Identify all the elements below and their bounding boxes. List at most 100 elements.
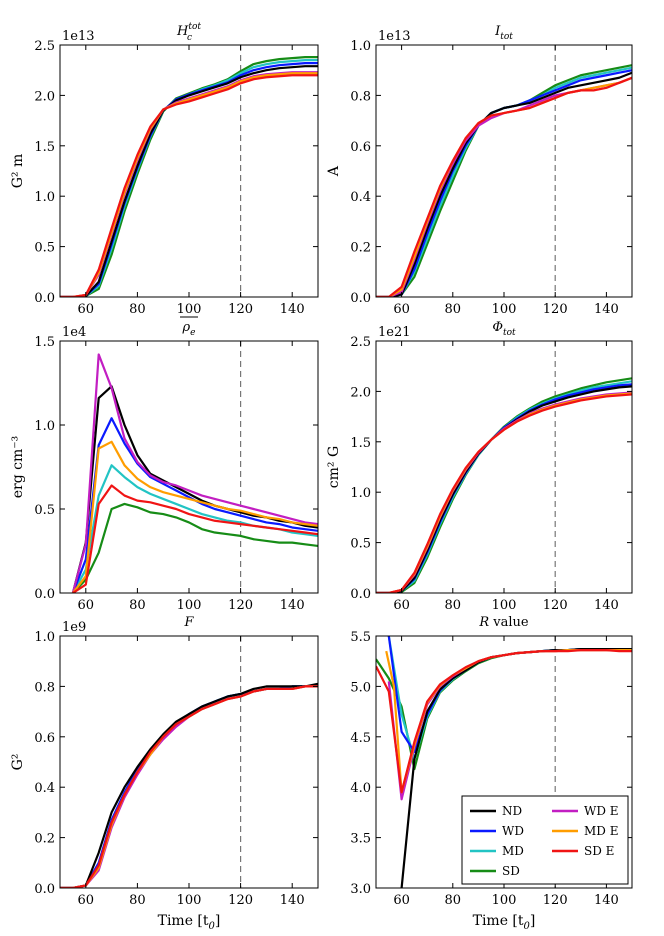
series-line-MD bbox=[376, 380, 632, 593]
series-line-SDE bbox=[60, 685, 318, 888]
series-line-WD bbox=[71, 417, 318, 593]
y-axis-label: cm² G bbox=[326, 446, 342, 488]
y-tick-label: 4.5 bbox=[350, 731, 371, 746]
y-tick-label: 0.0 bbox=[34, 291, 55, 306]
y-tick-label: 0.0 bbox=[34, 587, 55, 602]
x-axis-label-main: Time [t bbox=[473, 913, 524, 929]
legend-label-WDE: WD E bbox=[584, 804, 619, 818]
series-line-SDE bbox=[60, 74, 318, 297]
x-tick-label: 140 bbox=[280, 893, 305, 908]
y-tick-label: 5.0 bbox=[350, 680, 371, 695]
title-suffix: value bbox=[489, 615, 529, 630]
x-axis-label-end: ] bbox=[530, 913, 535, 929]
series-line-SDE bbox=[376, 649, 632, 794]
series-group bbox=[376, 64, 632, 297]
x-axis-label-sub: 0 bbox=[524, 921, 531, 932]
y-tick-label: 1.0 bbox=[350, 486, 371, 501]
y-tick-label: 0.2 bbox=[34, 832, 55, 847]
x-tick-label: 140 bbox=[280, 302, 305, 317]
x-tick-label: 140 bbox=[594, 598, 619, 613]
y-tick-label: 0.0 bbox=[34, 882, 55, 897]
y-tick-label: 0.8 bbox=[34, 680, 55, 695]
y-tick-label: 0.0 bbox=[350, 291, 371, 306]
y-tick-label: 3.5 bbox=[350, 832, 371, 847]
y-tick-label: 2.5 bbox=[34, 39, 55, 54]
title-main: F bbox=[183, 615, 194, 630]
legend-label-ND: ND bbox=[502, 804, 522, 818]
plot-frame bbox=[59, 44, 319, 298]
y-tick-label: 0.8 bbox=[350, 89, 371, 104]
panel-Itot: 60 80 100 120 140 0.0 0.2 0.4 0.6 0.8 1.0 1e13 Itot A bbox=[326, 24, 633, 317]
x-tick-label: 100 bbox=[177, 598, 202, 613]
title-sub: tot bbox=[500, 32, 513, 42]
legend-label-MDE: MD E bbox=[584, 824, 618, 838]
x-tick-label: 80 bbox=[129, 893, 146, 908]
series-line-ND bbox=[376, 71, 632, 297]
x-tick-label: 60 bbox=[78, 598, 95, 613]
y-tick-label: 0.5 bbox=[350, 537, 371, 552]
x-tick-label: 60 bbox=[393, 598, 410, 613]
legend-label-SDE: SD E bbox=[584, 844, 614, 858]
y-tick-label: 0.2 bbox=[350, 241, 371, 256]
x-tick-label: 100 bbox=[177, 893, 202, 908]
axis-exponent: 1e9 bbox=[62, 620, 86, 635]
x-tick-label: 140 bbox=[594, 302, 619, 317]
y-tick-label: 0.6 bbox=[34, 731, 55, 746]
x-axis-label-sub: 0 bbox=[209, 921, 216, 932]
series-line-SD bbox=[72, 502, 318, 593]
legend: ND WD MD SD WD E MD E SD E bbox=[461, 795, 629, 885]
series-line-SDE bbox=[376, 393, 632, 593]
y-axis-label: G² bbox=[10, 754, 26, 771]
x-tick-label: 80 bbox=[129, 302, 146, 317]
title-sup: tot bbox=[188, 22, 201, 32]
x-tick-label: 140 bbox=[594, 893, 619, 908]
series-line-ND bbox=[60, 65, 318, 297]
y-tick-label: 1.5 bbox=[34, 140, 55, 155]
x-tick-label: 100 bbox=[492, 302, 517, 317]
x-tick-label: 100 bbox=[492, 598, 517, 613]
panel-Phi: 60 80 100 120 140 0.0 0.5 1.0 1.5 2.0 2.5 1e21 Φtot c… bbox=[326, 320, 633, 613]
y-tick-label: 0.4 bbox=[350, 190, 371, 205]
series-line-WDE bbox=[60, 71, 318, 297]
title-main: I bbox=[494, 24, 501, 39]
y-tick-label: 1.5 bbox=[350, 436, 371, 451]
y-axis-label: G² m bbox=[10, 154, 26, 189]
series-line-SD bbox=[60, 55, 318, 297]
y-tick-label: 3.0 bbox=[350, 882, 371, 897]
x-axis-label-end: ] bbox=[215, 913, 220, 929]
y-tick-label: 1.0 bbox=[34, 630, 55, 645]
y-tick-label: 2.0 bbox=[350, 385, 371, 400]
panel-title: Itot bbox=[494, 24, 513, 42]
series-group bbox=[60, 682, 318, 888]
x-tick-label: 120 bbox=[228, 302, 253, 317]
panel-title: Htot c bbox=[176, 22, 201, 43]
y-tick-label: 0.0 bbox=[350, 587, 371, 602]
title-main: H bbox=[176, 24, 189, 39]
panel-rho: 60 80 100 120 140 0.0 0.5 1.0 1.5 1e4 ρe erg cm⁻³ bbox=[10, 316, 319, 613]
axis-exponent: 1e13 bbox=[378, 29, 411, 44]
y-tick-label: 1.0 bbox=[34, 190, 55, 205]
series-line-SDE bbox=[72, 484, 318, 593]
axis-exponent: 1e21 bbox=[378, 325, 411, 340]
y-tick-label: 2.5 bbox=[350, 335, 371, 350]
plot-frame bbox=[375, 340, 633, 594]
panel-title: F bbox=[183, 615, 194, 630]
axis-exponent: 1e13 bbox=[62, 29, 95, 44]
x-tick-label: 60 bbox=[393, 302, 410, 317]
y-tick-label: 0.5 bbox=[34, 503, 55, 518]
series-line-MDE bbox=[72, 440, 318, 593]
y-tick-label: 1.0 bbox=[34, 419, 55, 434]
series-line-ND bbox=[60, 682, 318, 888]
y-tick-label: 0.4 bbox=[34, 781, 55, 796]
x-tick-label: 80 bbox=[445, 598, 462, 613]
title-main: R bbox=[478, 615, 489, 630]
x-tick-label: 120 bbox=[228, 893, 253, 908]
x-axis-label: Time [t0] bbox=[473, 913, 536, 932]
x-tick-label: 80 bbox=[445, 302, 462, 317]
series-line-SD bbox=[376, 377, 632, 593]
panel-title: Φtot bbox=[492, 320, 516, 338]
x-axis-label: Time [t0] bbox=[158, 913, 221, 932]
x-tick-label: 100 bbox=[492, 893, 517, 908]
series-line-MDE bbox=[376, 392, 632, 593]
series-group bbox=[71, 353, 318, 593]
